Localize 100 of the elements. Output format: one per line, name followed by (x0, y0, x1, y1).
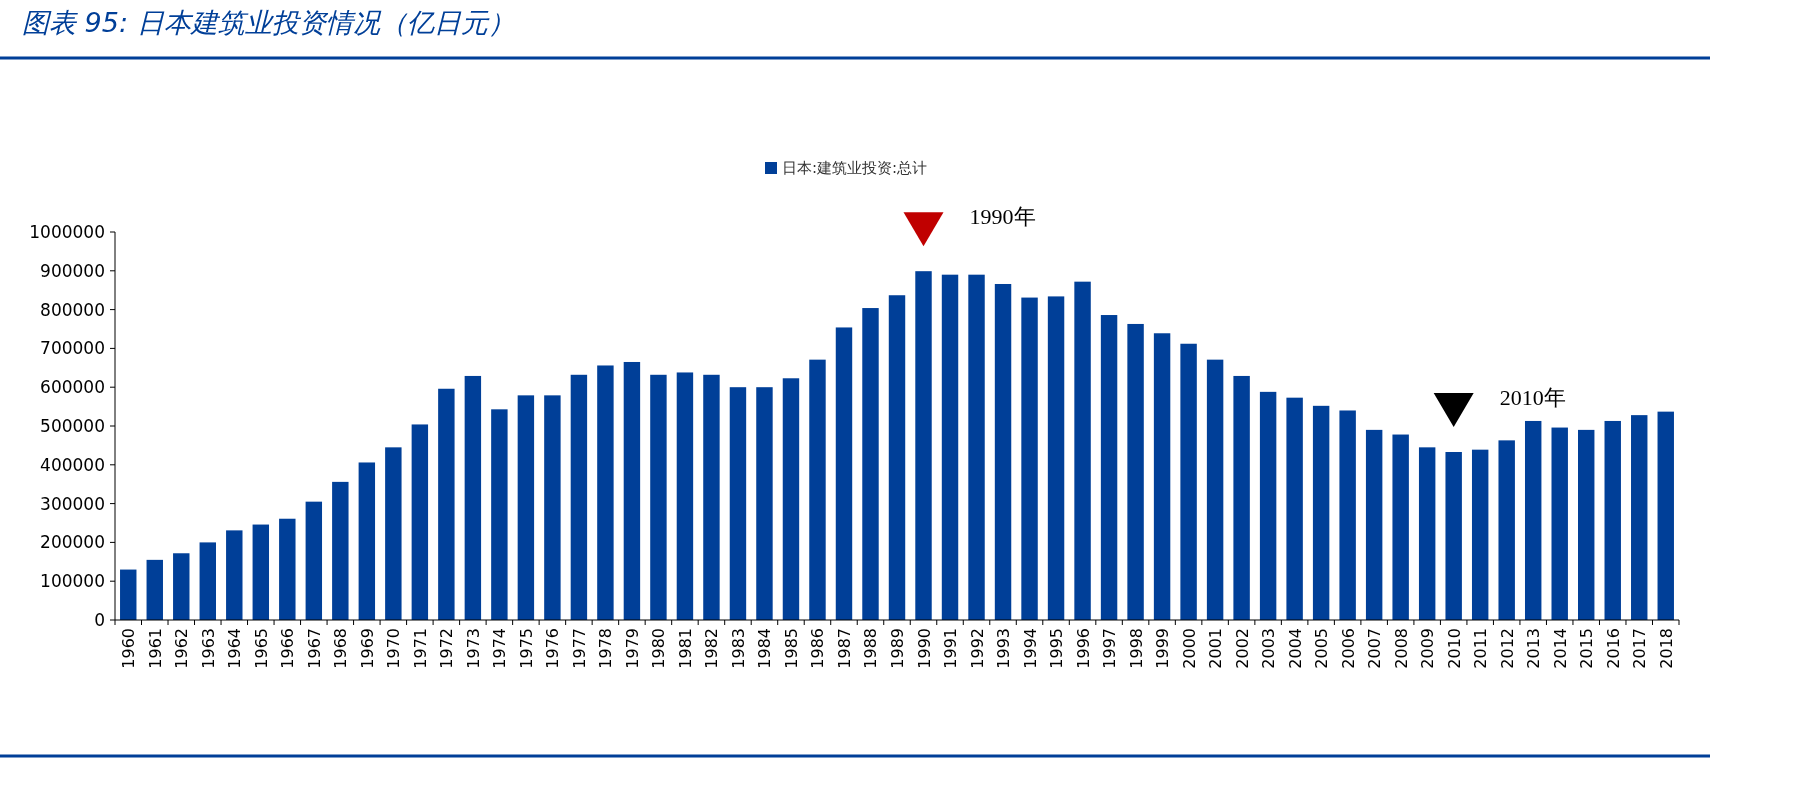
bar (1418, 447, 1436, 620)
x-tick-label: 1981 (675, 628, 695, 669)
bar (1312, 405, 1330, 620)
y-tick-label: 400000 (40, 454, 105, 475)
x-tick-label: 2001 (1206, 628, 1226, 669)
bar (1074, 281, 1091, 620)
bar (703, 374, 720, 620)
bar (279, 518, 296, 620)
y-tick-label: 0 (94, 610, 105, 630)
x-tick-label: 1973 (463, 628, 483, 669)
x-tick-label: 1972 (437, 628, 457, 669)
x-tick-label: 1970 (384, 628, 404, 669)
x-tick-label: 1995 (1047, 628, 1067, 669)
x-tick-label: 1980 (649, 628, 669, 669)
x-tick-label: 2006 (1338, 628, 1358, 669)
x-tick-label: 1996 (1073, 628, 1093, 669)
bar (1498, 440, 1515, 620)
bar (517, 395, 535, 620)
bar (597, 365, 614, 620)
x-tick-label: 1974 (490, 628, 510, 669)
x-tick-label: 2018 (1656, 628, 1676, 669)
bar (1100, 315, 1118, 620)
bar (650, 374, 667, 620)
bar (1392, 434, 1409, 620)
x-tick-label: 2009 (1418, 628, 1438, 669)
bar (1578, 429, 1595, 620)
x-tick-label: 1979 (622, 628, 642, 669)
bar (756, 387, 773, 620)
x-tick-label: 2000 (1179, 628, 1199, 669)
bar (464, 375, 482, 620)
x-tick-label: 2012 (1497, 628, 1517, 669)
bar (1206, 359, 1224, 620)
bar (173, 553, 190, 620)
bar (1259, 391, 1277, 620)
bar (623, 361, 641, 620)
bar (862, 308, 879, 620)
bar (411, 424, 429, 620)
x-tick-label: 1985 (781, 628, 801, 669)
bar (1047, 296, 1065, 620)
bar (888, 295, 906, 620)
y-tick-label: 1000000 (29, 222, 105, 242)
x-tick-label: 2010 (1444, 628, 1464, 669)
x-tick-label: 1997 (1100, 628, 1120, 669)
y-tick-label: 500000 (40, 416, 105, 436)
x-tick-label: 2014 (1550, 628, 1570, 669)
x-tick-label: 2016 (1603, 628, 1623, 669)
bar (199, 542, 216, 620)
chart-title: 图表 95: 日本建筑业投资情况（亿日元） (22, 7, 515, 38)
x-tick-label: 1982 (702, 628, 722, 669)
bar (252, 524, 270, 620)
annotation: 2010年 (1499, 385, 1566, 410)
x-tick-label: 1988 (861, 628, 881, 669)
annotation: 1990年 (969, 204, 1036, 230)
x-tick-label: 1999 (1153, 628, 1173, 669)
bar (385, 447, 402, 620)
bar (570, 374, 588, 620)
bar (146, 559, 163, 620)
x-tick-label: 2003 (1259, 628, 1279, 669)
x-tick-label: 2004 (1285, 628, 1305, 669)
x-tick-label: 1993 (994, 628, 1014, 669)
x-tick-label: 1991 (941, 628, 961, 669)
bar (226, 530, 243, 620)
bar (809, 359, 826, 620)
bar (544, 395, 561, 620)
x-tick-label: 1984 (755, 628, 775, 669)
bar (1021, 297, 1038, 620)
x-tick-label: 1965 (251, 628, 271, 669)
x-tick-label: 1989 (888, 628, 907, 669)
x-tick-label: 2008 (1391, 628, 1411, 669)
bar (835, 327, 853, 620)
x-tick-label: 1968 (331, 628, 351, 669)
x-tick-label: 1978 (596, 628, 616, 669)
x-tick-label: 1987 (834, 628, 854, 669)
bar (1365, 429, 1383, 620)
x-tick-label: 1994 (1020, 628, 1040, 669)
bar (305, 501, 323, 620)
x-tick-label: 1961 (145, 628, 165, 669)
x-tick-label: 2005 (1312, 628, 1332, 669)
y-tick-label: 900000 (40, 260, 105, 281)
bar (968, 274, 985, 620)
bar (1153, 333, 1171, 620)
bar (1551, 427, 1568, 620)
y-tick-label: 300000 (40, 493, 105, 514)
x-tick-label: 2017 (1630, 628, 1650, 669)
x-tick-label: 1967 (304, 628, 324, 669)
x-tick-label: 1983 (728, 628, 748, 669)
bar (358, 462, 376, 620)
x-tick-label: 1962 (172, 628, 192, 669)
bar (1445, 452, 1462, 620)
y-tick-label: 600000 (40, 377, 105, 398)
x-tick-label: 2011 (1471, 628, 1491, 669)
x-tick-label: 1976 (543, 628, 563, 669)
bar (994, 283, 1012, 620)
legend: 日本:建筑业投资:总计 (765, 159, 928, 177)
x-tick-label: 1977 (569, 628, 589, 669)
x-tick-label: 1964 (225, 628, 245, 669)
bar (1339, 410, 1356, 620)
bar (120, 569, 137, 620)
x-tick-label: 2007 (1365, 628, 1385, 669)
bar (729, 387, 747, 620)
